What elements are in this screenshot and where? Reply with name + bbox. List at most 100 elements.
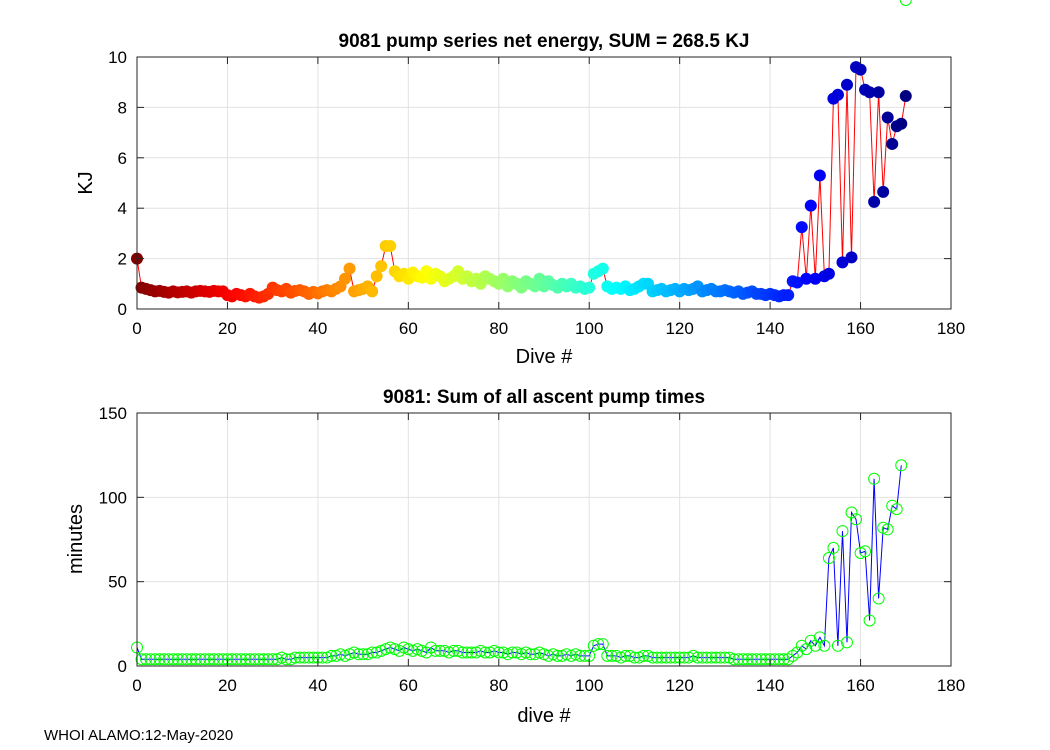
energy-y-tick-label: 2 [118,250,127,269]
pump-time-x-tick-label: 160 [846,676,874,695]
pump-time-data-point [628,651,641,664]
pump-time-x-tick-label: 60 [399,676,418,695]
pump-time-data-point [225,653,238,666]
pump-time-data-point [859,545,872,558]
pump-time-data-point [696,651,709,664]
pump-time-data-point [777,653,790,666]
pump-time-data-point [886,499,899,512]
energy-data-point [375,260,388,273]
pump-time-data-point [651,651,664,664]
pump-time-data-point [655,651,668,664]
energy-data-point [343,262,356,275]
pump-time-data-point [158,653,171,666]
pump-time-data-point [574,649,587,662]
pump-time-data-point [795,639,808,652]
energy-data-point [822,267,835,280]
pump-time-x-tick-label: 20 [218,676,237,695]
energy-data-point [877,185,890,198]
pump-time-data-point [818,639,831,652]
pump-time-data-point [266,653,279,666]
energy-data-point [596,262,609,275]
energy-data-point [868,195,881,208]
pump-time-x-tick-label: 140 [756,676,784,695]
pump-time-data-point [646,651,659,664]
pump-time-data-point [755,653,768,666]
pump-time-data-point [899,0,912,6]
pump-time-data-point [845,506,858,519]
energy-data-point [895,117,908,130]
energy-data-point [384,240,397,252]
pump-time-data-point [850,513,863,526]
pump-time-data-point [660,651,673,664]
pump-time-data-point [732,653,745,666]
energy-data-point [782,289,795,302]
pump-time-data-point [185,653,198,666]
energy-data-point [831,88,844,101]
pump-time-data-point [216,653,229,666]
pump-time-data-point [325,649,338,662]
pump-time-data-point [144,653,157,666]
energy-x-axis-label: Dive # [516,346,574,368]
energy-data-point [881,111,894,124]
energy-series-markers [131,61,912,304]
pump-time-data-point [262,653,275,666]
energy-x-tick-label: 140 [756,319,784,338]
energy-data-point [795,221,808,234]
energy-x-tick-label: 60 [399,319,418,338]
pump-time-data-point [786,649,799,662]
pump-time-data-point [189,653,202,666]
pump-time-data-point [890,503,903,516]
energy-y-tick-label: 0 [118,300,127,319]
energy-x-tick-label: 80 [489,319,508,338]
energy-data-point [791,276,804,289]
pump-time-data-point [424,641,437,654]
pump-time-data-point [836,525,849,538]
pump-time-data-point [230,653,243,666]
pump-time-data-point [868,472,881,485]
energy-y-tick-label: 8 [118,98,127,117]
energy-y-tick-label: 6 [118,149,127,168]
pump-time-data-point [135,653,148,666]
pump-time-data-point [524,648,537,661]
pump-time-data-point [194,653,207,666]
pump-time-data-point [235,653,248,666]
energy-ticks: 0 20 40 60 80 100 120 140 160 180 0 2 4 6 8 10 [108,48,965,338]
pump-time-data-point [316,651,329,664]
pump-time-data-point [393,644,406,657]
pump-time-data-point [302,651,315,664]
pump-time-y-tick-label: 50 [108,573,127,592]
pump-time-data-point [167,653,180,666]
energy-x-tick-label: 0 [132,319,141,338]
energy-data-point [804,199,817,212]
pump-time-y-tick-label: 100 [99,488,127,507]
pump-time-x-tick-label: 80 [489,676,508,695]
pump-time-data-point [456,646,469,659]
pump-time-chart-title: 9081: Sum of all ascent pump times [383,387,705,408]
pump-time-data-point [239,653,252,666]
energy-data-point [845,251,858,264]
pump-time-data-point [506,646,519,659]
energy-data-point [836,256,849,269]
pump-time-data-point [736,653,749,666]
pump-time-data-point [727,653,740,666]
pump-time-data-point [153,653,166,666]
pump-time-data-point [718,651,731,664]
pump-time-data-point [705,651,718,664]
pump-time-data-point [244,653,257,666]
pump-time-data-point [298,651,311,664]
energy-y-tick-label: 4 [118,199,127,218]
pump-time-data-point [678,651,691,664]
pump-time-data-point [357,648,370,661]
pump-time-data-point [198,653,211,666]
pump-time-x-axis-label: dive # [517,705,571,727]
pump-time-data-point [578,649,591,662]
pump-time-data-point [637,649,650,662]
pump-time-data-point [280,653,293,666]
pump-time-data-point [253,653,266,666]
energy-data-point [840,78,853,91]
energy-data-point [583,281,596,294]
pump-time-data-point [773,653,786,666]
pump-time-data-point [601,649,614,662]
pump-time-data-point [203,653,216,666]
